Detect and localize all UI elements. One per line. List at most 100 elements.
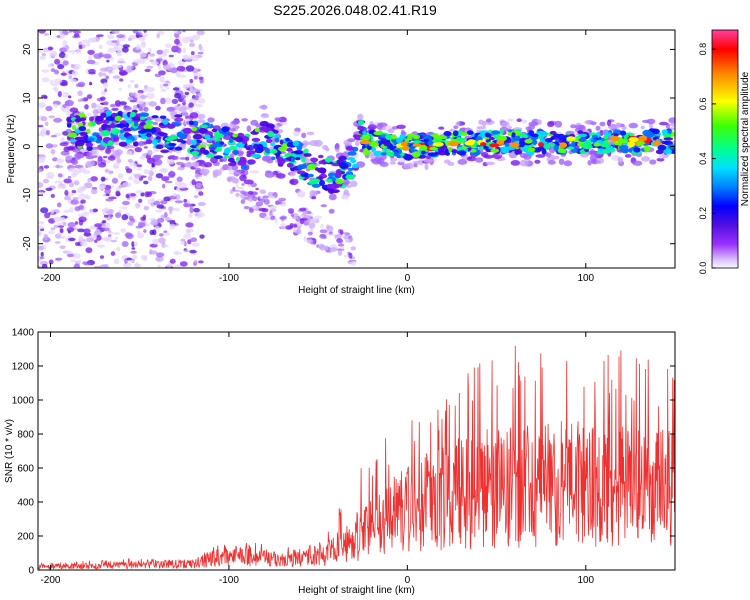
ridge-halo <box>516 118 522 122</box>
noise-speckle <box>165 263 173 268</box>
x-tick-label: -100 <box>219 575 239 586</box>
ridge-blob <box>332 183 343 188</box>
noise-speckle <box>196 212 205 218</box>
noise-speckle <box>120 228 127 233</box>
noise-speckle <box>243 206 250 209</box>
noise-speckle <box>54 58 61 65</box>
noise-speckle <box>94 230 103 235</box>
noise-speckle <box>105 75 109 80</box>
ridge-blob <box>176 138 184 143</box>
ridge-blob <box>241 140 247 145</box>
ridge-blob <box>146 132 152 138</box>
ridge-halo <box>438 126 445 130</box>
ridge-blob <box>125 139 133 144</box>
noise-speckle <box>114 236 119 240</box>
noise-speckle <box>160 88 167 92</box>
ridge-halo <box>280 121 288 126</box>
ridge-blob <box>97 116 104 122</box>
noise-speckle <box>95 234 102 241</box>
ridge-blob <box>335 169 342 175</box>
ridge-halo <box>69 107 79 113</box>
y-tick-label: 1400 <box>12 328 35 339</box>
noise-speckle <box>187 55 194 60</box>
noise-speckle <box>78 204 84 210</box>
ridge-peak <box>538 142 545 147</box>
ridge-blob <box>370 146 377 153</box>
noise-speckle <box>59 216 66 222</box>
ridge-blob <box>130 111 136 117</box>
ridge-halo <box>354 140 360 147</box>
ridge-blob <box>277 158 286 165</box>
noise-speckle <box>60 137 65 144</box>
noise-speckle <box>319 244 327 251</box>
noise-speckle <box>182 48 186 54</box>
noise-speckle <box>38 245 45 251</box>
ridge-blob <box>661 129 668 135</box>
noise-speckle <box>86 237 94 243</box>
noise-speckle <box>45 143 54 149</box>
ridge-halo <box>507 126 512 129</box>
ridge-halo <box>201 168 206 175</box>
noise-speckle <box>63 209 71 213</box>
ridge-halo <box>396 124 406 129</box>
noise-speckle <box>87 49 95 55</box>
noise-speckle <box>40 116 48 122</box>
noise-speckle <box>350 260 357 266</box>
ridge-blob <box>143 124 154 130</box>
noise-speckle <box>41 69 49 73</box>
ridge-halo <box>143 106 149 112</box>
ridge-blob <box>139 112 150 118</box>
noise-speckle <box>334 234 338 239</box>
ridge-blob <box>520 147 529 152</box>
ridge-blob <box>211 128 218 133</box>
noise-speckle <box>64 45 70 50</box>
noise-speckle <box>320 223 324 229</box>
ridge-blob <box>655 149 664 155</box>
noise-speckle <box>306 238 313 244</box>
ridge-blob <box>107 140 114 147</box>
noise-speckle <box>73 33 80 37</box>
noise-speckle <box>69 207 74 213</box>
noise-speckle <box>60 81 68 87</box>
noise-speckle <box>237 186 245 190</box>
ridge-halo <box>668 117 675 124</box>
noise-speckle <box>46 130 50 136</box>
noise-speckle <box>292 216 299 220</box>
ridge-blob <box>254 127 260 133</box>
noise-speckle <box>62 40 68 47</box>
ridge-halo <box>64 100 74 107</box>
ridge-halo <box>265 170 272 174</box>
ridge-blob <box>245 146 251 151</box>
ridge-blob <box>145 139 153 145</box>
noise-speckle <box>89 209 93 212</box>
noise-speckle <box>161 176 170 182</box>
noise-speckle <box>269 195 276 199</box>
noise-speckle <box>133 174 142 179</box>
noise-speckle <box>103 214 109 218</box>
noise-speckle <box>48 115 56 119</box>
ridge-peak <box>480 142 487 147</box>
ridge-blob <box>633 147 641 153</box>
noise-speckle <box>62 221 67 226</box>
noise-speckle <box>308 222 316 229</box>
noise-speckle <box>66 49 73 53</box>
ridge-halo <box>624 154 632 158</box>
noise-speckle <box>53 216 61 223</box>
x-tick-label: -200 <box>40 273 60 284</box>
noise-speckle <box>143 229 147 233</box>
ridge-halo <box>563 160 573 167</box>
ridge-halo <box>250 119 259 126</box>
noise-speckle <box>81 39 90 44</box>
x-tick-label: 100 <box>577 273 594 284</box>
noise-speckle <box>153 148 160 153</box>
noise-speckle <box>84 104 89 110</box>
ridge-halo <box>304 141 311 146</box>
ridge-blob <box>642 129 652 137</box>
noise-speckle <box>104 168 109 173</box>
ridge-peak <box>497 135 507 142</box>
noise-speckle <box>183 202 189 208</box>
noise-speckle <box>156 33 160 39</box>
ridge-blob <box>214 131 221 138</box>
noise-speckle <box>122 44 130 48</box>
noise-speckle <box>85 68 89 74</box>
